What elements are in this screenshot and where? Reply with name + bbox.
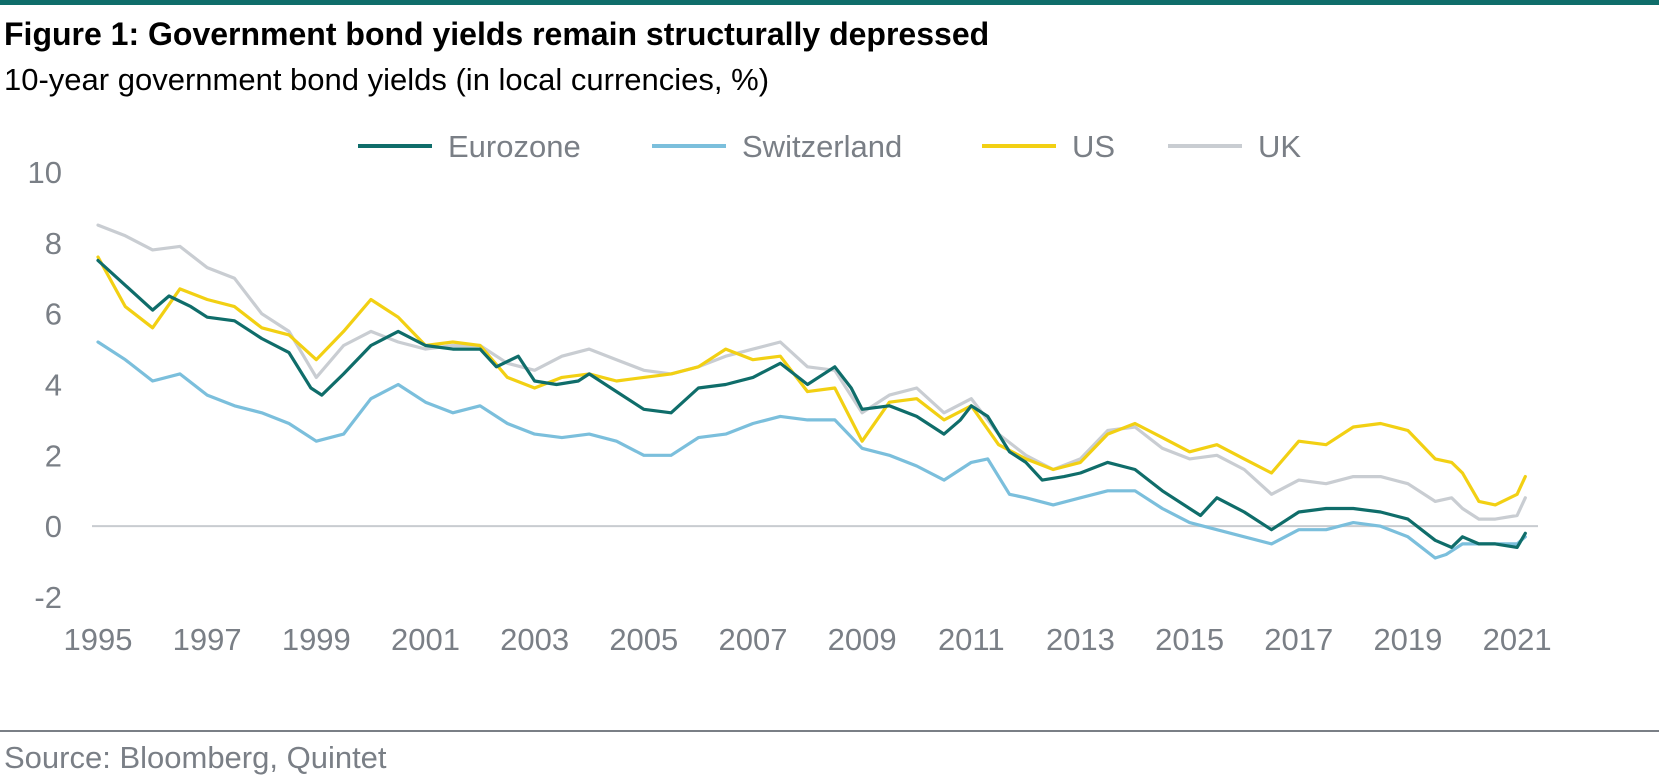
y-tick-label: -2 [34,580,62,615]
x-tick-label: 2011 [938,622,1005,657]
series-lines [96,223,1527,560]
y-tick-label: 6 [45,297,62,332]
x-tick-label: 2001 [391,622,460,657]
legend-label-switzerland: Switzerland [742,129,902,164]
series-line-switzerland [96,340,1527,560]
x-tick-label: 2021 [1483,622,1552,657]
series-line-eurozone [96,258,1527,549]
top-rule [0,0,1659,5]
y-axis: -2 0 2 4 6 8 10 [28,155,62,615]
x-tick-label: 1997 [173,622,242,657]
figure-title: Figure 1: Government bond yields remain … [4,16,990,52]
legend-label-eurozone: Eurozone [448,129,581,164]
x-tick-label: 2005 [609,622,678,657]
legend-label-us: US [1072,129,1115,164]
y-tick-label: 8 [45,226,62,261]
series-line-us [96,255,1527,507]
x-axis: 1995 1997 1999 2001 2003 2005 2007 2009 2011 2013… [64,622,1552,657]
x-tick-label: 2009 [828,622,897,657]
x-tick-label: 2013 [1046,622,1115,657]
y-tick-label: 2 [45,438,62,473]
legend-label-uk: UK [1258,129,1301,164]
source-note: Source: Bloomberg, Quintet [4,740,387,775]
chart-legend: Eurozone Switzerland US UK [358,129,1301,164]
figure-subtitle: 10-year government bond yields (in local… [4,62,770,97]
x-tick-label: 1995 [64,622,133,657]
y-tick-label: 4 [45,368,62,403]
series-line-uk [96,223,1527,521]
x-tick-label: 2019 [1373,622,1442,657]
x-tick-label: 2015 [1155,622,1224,657]
y-tick-label: 0 [45,509,62,544]
y-tick-label: 10 [28,155,62,190]
x-tick-label: 2003 [500,622,569,657]
x-tick-label: 2007 [718,622,787,657]
x-tick-label: 2017 [1264,622,1333,657]
x-tick-label: 1999 [282,622,351,657]
bottom-rule [0,730,1659,732]
